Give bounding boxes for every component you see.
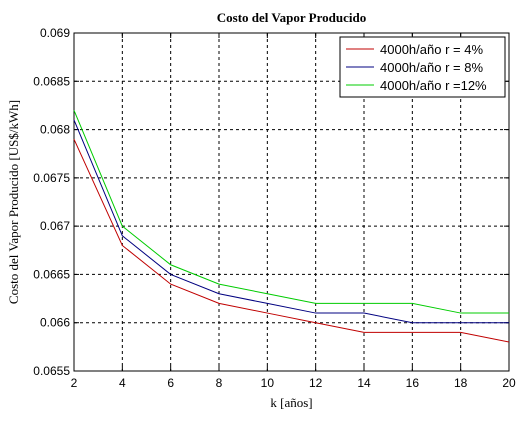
y-tick-label: 0.0675 [33,171,70,185]
y-tick-label: 0.067 [40,219,70,233]
series-line-1 [73,139,510,343]
x-tick-label: 4 [119,376,126,390]
series-line-3 [73,110,509,314]
x-tick-label: 12 [309,376,323,390]
x-tick-label: 6 [167,376,174,390]
x-tick-label: 2 [71,376,78,390]
y-tick-label: 0.066 [40,316,70,330]
y-tick-label: 0.068 [40,123,70,137]
y-tick-labels: 0.0655 0.066 0.0665 0.067 0.0675 0.068 0.0685 0… [33,26,70,378]
y-axis-label: Costo del Vapor Producido [US$/kWh] [6,100,21,304]
legend-label-3: 4000h/año r =12% [380,78,487,93]
x-tick-label: 20 [502,376,516,390]
x-tick-label: 14 [357,376,371,390]
x-tick-labels: 2 4 6 8 10 12 14 16 18 20 [71,376,516,390]
grid-lines [74,33,509,371]
series-line-2 [73,119,509,324]
chart-title: Costo del Vapor Producido [217,10,366,25]
y-tick-label: 0.0665 [33,267,70,281]
legend-label-2: 4000h/año r = 8% [380,60,483,75]
series-lines [73,110,510,343]
legend-label-1: 4000h/año r = 4% [380,42,483,57]
x-axis-label: k [años] [270,395,312,410]
y-tick-label: 0.0685 [33,74,70,88]
x-tick-label: 10 [261,376,275,390]
x-tick-label: 16 [406,376,420,390]
y-tick-label: 0.069 [40,26,70,40]
x-tick-label: 8 [216,376,223,390]
y-tick-label: 0.0655 [33,364,70,378]
x-tick-label: 18 [454,376,468,390]
legend: 4000h/año r = 4% 4000h/año r = 8% 4000h/añ… [339,36,506,98]
